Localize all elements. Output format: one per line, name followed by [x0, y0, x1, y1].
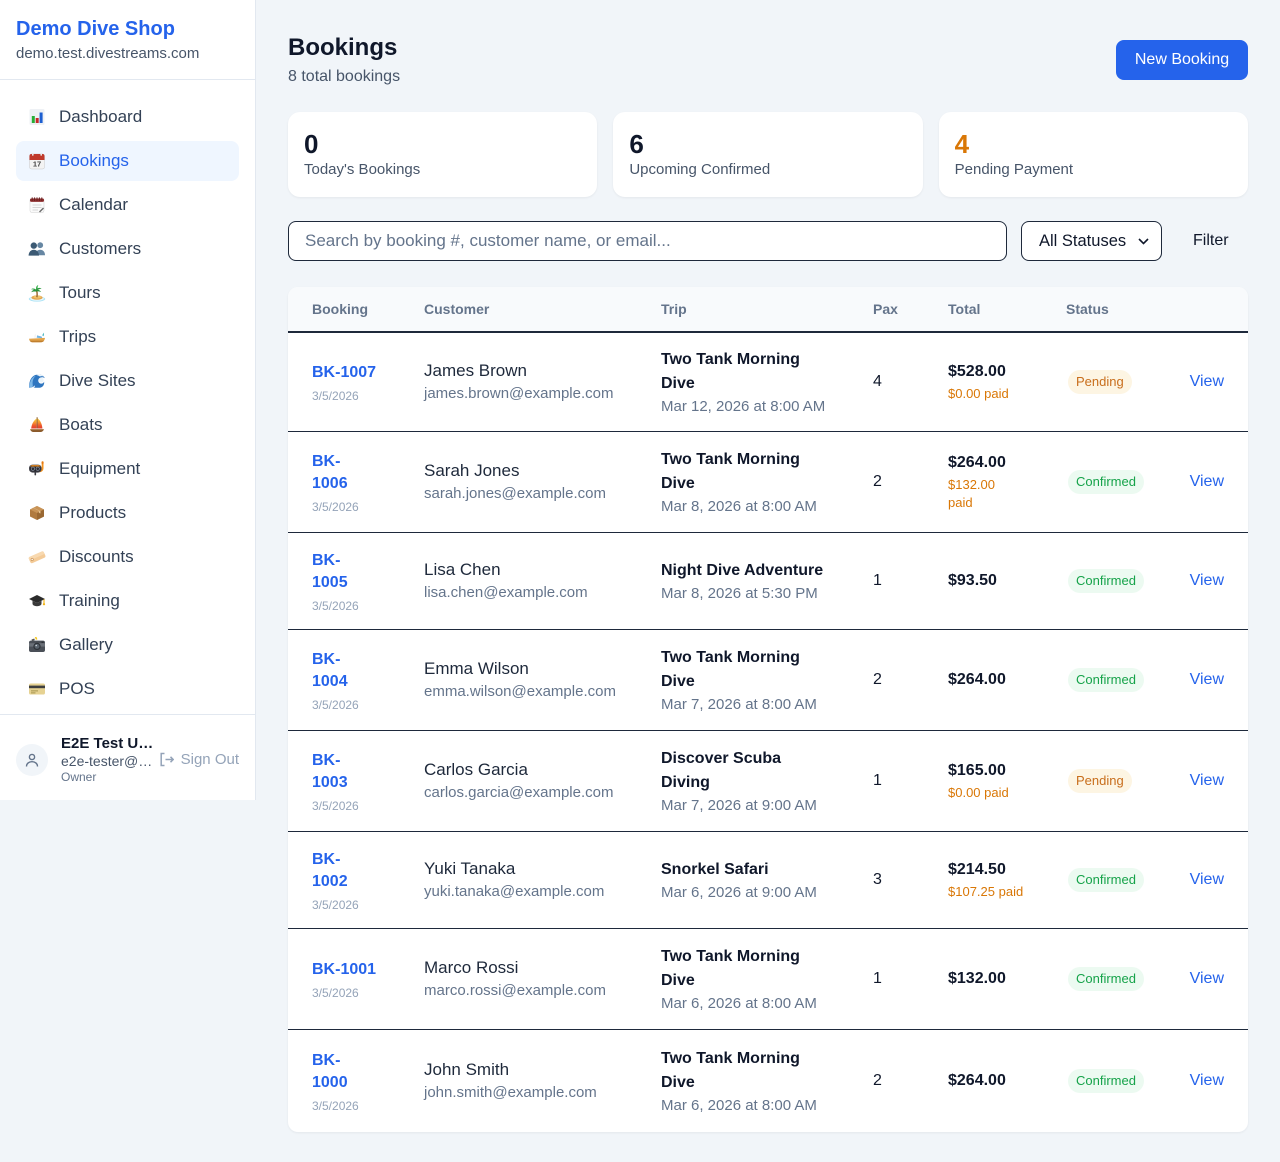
svg-text:17: 17: [33, 160, 41, 169]
